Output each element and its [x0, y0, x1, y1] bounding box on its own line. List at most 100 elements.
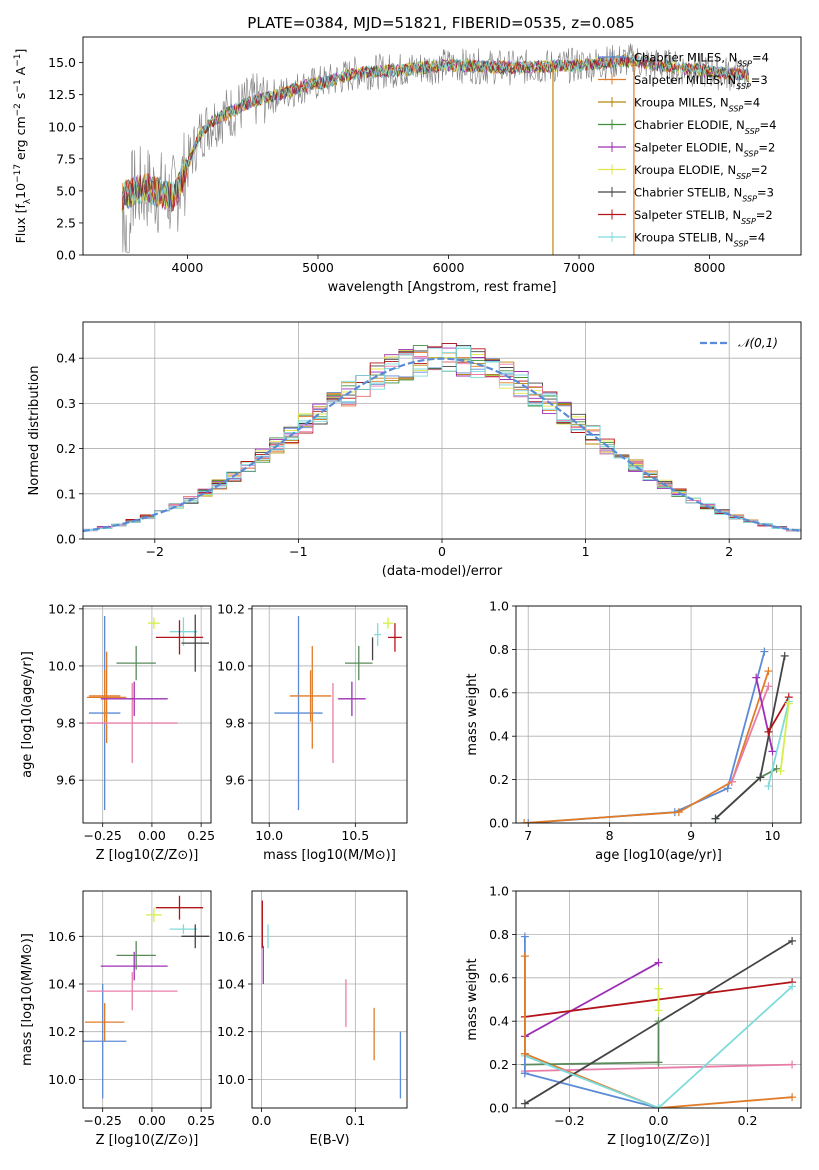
legend-label: Chabrier MILES, NSSP=4: [634, 51, 769, 69]
residuals-marks: [83, 342, 801, 534]
mass-weight-series-chabrier_stelib: [714, 655, 786, 820]
legend-label: Kroupa STELIB, NSSP=4: [634, 231, 765, 249]
model-spectrum-kroupa_stelib: [122, 55, 750, 211]
mass_weight_vs_Z-panel: −0.2 0.0 0.2 0.0 0.2 0.4 0.6 0.8 1.0 Z [log10(Z/Z…: [465, 884, 802, 1148]
legend-label: Salpeter STELIB, NSSP=2: [634, 208, 773, 226]
x-tick-label: 7: [524, 828, 532, 843]
y-tick-label: 7.5: [56, 151, 76, 166]
y-tick-label: 0.2: [489, 1057, 509, 1072]
y-tick-label: 9.8: [225, 716, 245, 731]
y-tick-label: 0.0: [56, 532, 76, 547]
x-tick-label: 0.0: [251, 1113, 271, 1128]
y-tick-label: 0.6: [489, 685, 509, 700]
y-axis-label: age [log10(age/yr)]: [20, 651, 35, 778]
y-axis-label: Normed distribution: [27, 366, 42, 496]
y-tick-label: 0.3: [56, 396, 76, 411]
y-tick-label: 10.0: [217, 658, 245, 673]
x-axis-label: wavelength [Angstrom, rest frame]: [328, 280, 557, 295]
legend-label: Salpeter MILES, NSSP=3: [634, 73, 768, 91]
age_vs_Z-marks: [86, 614, 210, 811]
x-tick-label: 10.0: [255, 828, 283, 843]
y-tick-label: 1.0: [489, 884, 509, 899]
x-tick-label: −0.2: [554, 1113, 584, 1128]
y-tick-label: 0.6: [489, 970, 509, 985]
y-tick-label: 9.8: [56, 716, 76, 731]
mass-weight-series-salpeter_elodie: [755, 677, 774, 752]
x-tick-label: 0.00: [138, 828, 166, 843]
x-tick-label: 1: [582, 544, 590, 559]
axes-frame: [82, 36, 802, 256]
spectrum-panel: 4000 5000 6000 7000 8000 0.0 2.5 5.0 7.5 10.0 12.5…: [13, 36, 802, 295]
mass-weight-series-pink: [524, 1063, 793, 1072]
figure-title: PLATE=0384, MJD=51821, FIBERID=0535, z=0…: [247, 14, 634, 32]
mass-weight-series-kroupa_stelib: [767, 701, 790, 787]
mass-weight-series-lime: [779, 703, 790, 772]
y-tick-label: 10.2: [217, 601, 245, 616]
mass_weight_vs_Z-marks: [520, 932, 797, 1108]
y-tick-label: 0.4: [489, 1014, 509, 1029]
y-tick-label: 0.8: [489, 642, 509, 657]
mass_weight_vs_age-panel: 7 8 9 10 0.0 0.2 0.4 0.6 0.8 1.0 age [log10(age/yr…: [465, 599, 802, 863]
legend-label: Chabrier STELIB, NSSP=3: [634, 186, 774, 204]
y-tick-label: 10.4: [48, 977, 76, 992]
y-tick-label: 10.0: [48, 658, 76, 673]
axes-frame: [515, 605, 802, 824]
axes-frame: [82, 890, 212, 1109]
x-axis-label: Z [log10(Z/Z⊙)]: [96, 848, 199, 863]
mass-weight-series-chabrier_miles: [528, 651, 766, 823]
y-axis-label: mass weight: [465, 673, 480, 755]
residuals-panel: −2 −1 0 1 2 0.0 0.1 0.2 0.3 0.4 (data-model)/error…: [27, 321, 802, 579]
x-tick-label: 0.0: [649, 1113, 669, 1128]
y-tick-label: 10.0: [217, 1072, 245, 1087]
y-axis-label: mass [log10(M/M⊙)]: [20, 933, 35, 1066]
x-tick-label: −0.25: [84, 828, 122, 843]
axes-frame: [251, 605, 408, 824]
mass-weight-series-salpeter_elodie: [524, 961, 659, 1038]
spectrum-legend: Chabrier MILES, NSSP=4 Salpeter MILES, NS…: [598, 51, 776, 249]
x-tick-label: 2: [725, 544, 733, 559]
x-tick-label: −2: [146, 544, 164, 559]
y-tick-label: 0.0: [56, 248, 76, 263]
mass-weight-series-salpeter_miles: [524, 1052, 793, 1108]
legend-label: Kroupa ELODIE, NSSP=2: [634, 163, 768, 181]
x-axis-label: (data-model)/error: [382, 564, 503, 579]
y-tick-label: 0.0: [489, 816, 509, 831]
y-tick-label: 12.5: [48, 87, 76, 102]
mass-weight-series-salpeter_miles: [524, 670, 770, 823]
y-tick-label: 15.0: [48, 55, 76, 70]
y-tick-label: 10.2: [217, 1024, 245, 1039]
x-axis-label: Z [log10(Z/Z⊙)]: [607, 1133, 710, 1148]
x-tick-label: 0.1: [345, 1113, 365, 1128]
y-tick-label: 10.2: [48, 601, 76, 616]
axes-frame: [82, 321, 802, 540]
x-tick-label: 10.5: [341, 828, 369, 843]
x-tick-label: −1: [289, 544, 307, 559]
x-tick-label: 0.00: [138, 1113, 166, 1128]
mass_vs_ebv-panel: 0.0 0.1 10.0 10.2 10.4 10.6 E(B-V): [217, 890, 408, 1148]
y-tick-label: 1.0: [489, 599, 509, 614]
model-spectrum-kroupa_miles: [121, 53, 750, 208]
y-tick-label: 10.4: [217, 977, 245, 992]
mass_vs_Z-panel: −0.25 0.00 0.25 10.0 10.2 10.4 10.6 Z [log10(Z/…: [20, 890, 215, 1148]
x-tick-label: 0.25: [187, 828, 215, 843]
y-tick-label: 0.4: [489, 729, 509, 744]
y-tick-label: 0.8: [489, 927, 509, 942]
spectrum-marks: [121, 43, 750, 255]
y-tick-label: 0.1: [56, 486, 76, 501]
x-tick-label: 9: [687, 828, 695, 843]
mass_vs_ebv-marks: [261, 900, 402, 1099]
x-axis-label: Z [log10(Z/Z⊙)]: [96, 1133, 199, 1148]
y-tick-label: 0.0: [489, 1101, 509, 1116]
x-axis-label: E(B-V): [309, 1133, 349, 1148]
x-tick-label: 4000: [172, 260, 204, 275]
y-tick-label: 10.6: [48, 929, 76, 944]
x-tick-label: 0.2: [738, 1113, 758, 1128]
observed-spectrum-line: [121, 43, 750, 253]
axes-frame: [251, 890, 408, 1109]
age_vs_mass-marks: [274, 615, 402, 811]
plot-layer: 4000 5000 6000 7000 80000.02.55.07.510.012.5…: [13, 36, 802, 1148]
x-tick-label: −0.25: [84, 1113, 122, 1128]
age_vs_mass-panel: 10.0 10.5 9.6 9.8 10.0 10.2 mass [log10(M/M⊙)]: [217, 601, 408, 863]
y-tick-label: 5.0: [56, 183, 76, 198]
